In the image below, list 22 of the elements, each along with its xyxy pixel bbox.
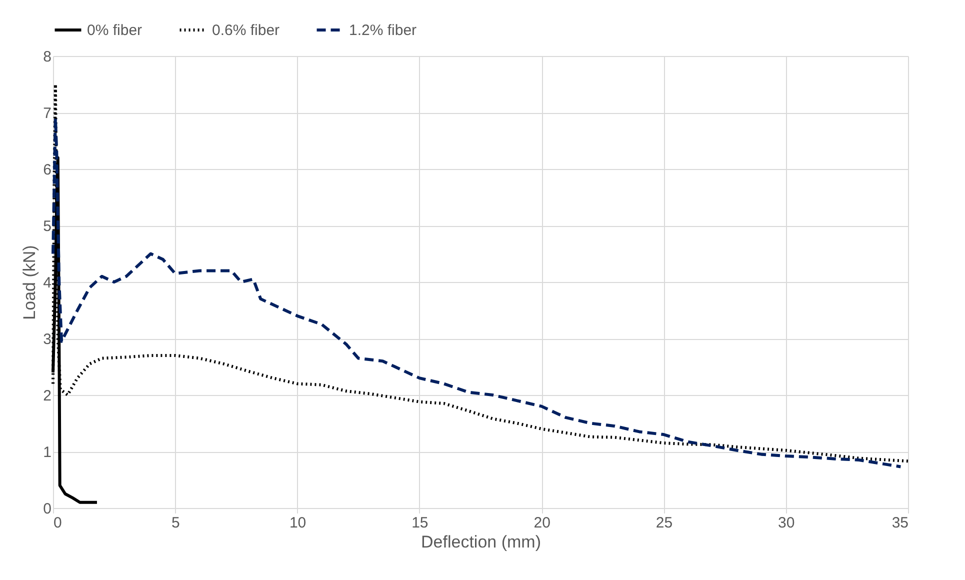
legend-label: 0% fiber <box>87 22 142 39</box>
y-tick-label: 8 <box>43 48 52 66</box>
y-tick-label: 6 <box>43 162 52 178</box>
y-tick-label: 7 <box>43 105 52 122</box>
y-tick-label: 0 <box>43 500 52 518</box>
y-axis-title: Load (kN) <box>20 245 40 320</box>
x-tick-label: 20 <box>534 514 550 532</box>
x-tick-label: 0 <box>54 514 62 532</box>
y-tick-label: 3 <box>43 331 52 348</box>
x-tick-label: 5 <box>171 514 180 532</box>
legend-label: 0.6% fiber <box>212 22 280 39</box>
y-tick-label: 2 <box>43 388 52 404</box>
y-tick-label: 4 <box>43 274 52 292</box>
y-tick-label: 1 <box>43 444 52 461</box>
x-tick-label: 35 <box>892 514 908 532</box>
x-tick-label: 15 <box>412 514 428 532</box>
x-tick-label: 30 <box>778 514 795 532</box>
y-tick-label: 5 <box>43 218 52 235</box>
x-tick-label: 10 <box>289 514 306 532</box>
legend-label: 1.2% fiber <box>349 22 417 39</box>
x-axis-title: Deflection (mm) <box>421 532 541 552</box>
x-tick-label: 25 <box>656 514 673 532</box>
